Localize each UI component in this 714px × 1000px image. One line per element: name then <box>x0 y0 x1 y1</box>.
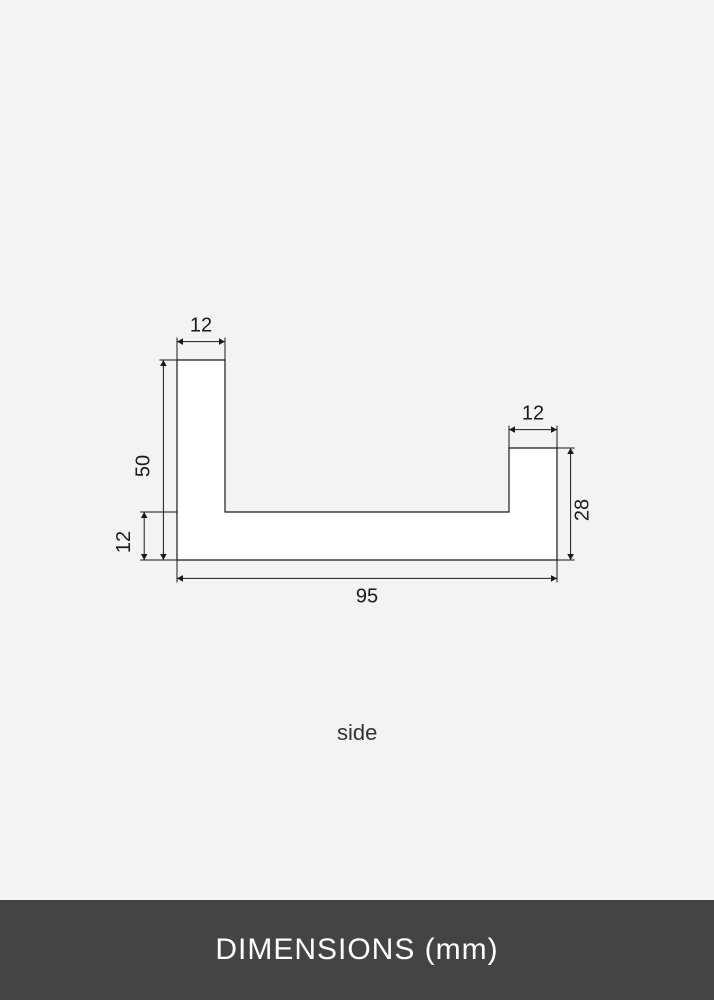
dimension-label: 50 <box>132 455 154 477</box>
footer-title: DIMENSIONS (mm) <box>215 933 498 967</box>
dimension-label: 12 <box>190 315 212 337</box>
dimension-label: 95 <box>356 585 378 607</box>
dimension-label: 12 <box>113 531 135 553</box>
part-outline <box>177 360 557 560</box>
dimension-label: 28 <box>572 499 594 521</box>
view-label: side <box>337 720 377 746</box>
dimension-label: 12 <box>522 403 544 425</box>
drawing-canvas: 95 12 12 50 12 28 side <box>0 0 714 900</box>
footer-bar: DIMENSIONS (mm) <box>0 900 714 1000</box>
dimension-drawing: 95 12 12 50 12 28 <box>0 0 714 900</box>
